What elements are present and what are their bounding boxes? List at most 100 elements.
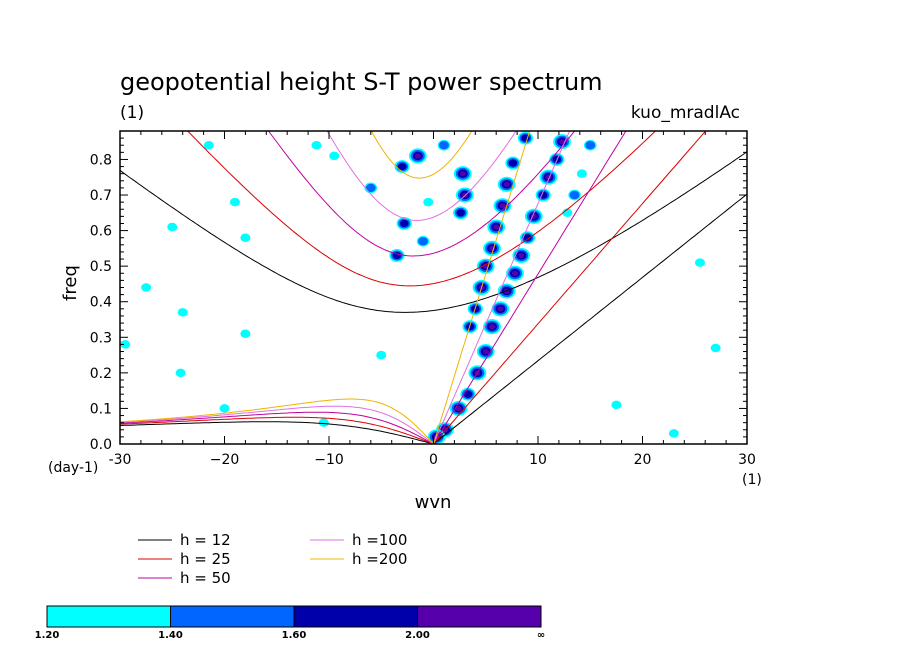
spectral-peak [569, 190, 580, 200]
spectral-peak [497, 306, 504, 312]
spectral-peak [376, 350, 387, 360]
curve-rossby-h50 [120, 411, 434, 444]
spectral-peak [508, 159, 518, 167]
spectral-peak [488, 324, 496, 330]
x-tick-label: -30 [109, 452, 132, 468]
spectral-peak [175, 368, 186, 378]
spectral-peak [576, 169, 587, 178]
spectral-peak [318, 418, 329, 427]
curve-rossby-h25 [120, 416, 434, 444]
spectral-peak [499, 203, 506, 209]
spectral-peak [397, 162, 407, 171]
spectral-peak [423, 197, 434, 207]
spectral-peak [365, 183, 376, 193]
spectral-peak [418, 237, 428, 246]
colorbar-label: 1.20 [35, 630, 60, 641]
x-axis-unit: (1) [742, 472, 762, 488]
x-tick-label: 20 [634, 452, 652, 468]
spectral-peak [229, 197, 240, 207]
legend-label: h =100 [352, 531, 407, 549]
spectral-peak [399, 219, 409, 228]
x-tick-label: 0 [429, 452, 438, 468]
curve-inertio-gravity-h25 [186, 131, 657, 287]
curve-inertio-gravity-h100 [326, 131, 517, 221]
legend-label: h = 25 [180, 550, 231, 568]
spectral-peak [562, 208, 573, 218]
y-tick-label: 0.8 [90, 152, 112, 168]
spectral-peak [493, 224, 500, 230]
spectral-peak [455, 405, 462, 412]
curve-inertio-gravity-h12 [120, 151, 747, 313]
spectral-peak [456, 209, 465, 217]
spectral-peak [414, 153, 421, 159]
chart-subtitle-right: kuo_mradlAc [631, 103, 740, 123]
spectral-peak [694, 258, 705, 267]
spectral-peak [518, 252, 525, 259]
y-tick-label: 0.0 [90, 437, 112, 453]
y-tick-label: 0.3 [90, 330, 112, 346]
curve-kelvin-h25 [433, 131, 707, 444]
spectral-peak [240, 329, 251, 338]
spectral-peak [167, 222, 178, 232]
spectral-peak [240, 233, 251, 242]
spectral-peak [482, 348, 489, 355]
spectral-peak [463, 390, 473, 398]
curve-rossby-h200 [120, 398, 434, 444]
spectral-peak [311, 140, 322, 150]
curve-inertio-gravity-h200 [370, 131, 473, 179]
spectral-peak [668, 429, 679, 438]
spectral-peak [459, 171, 466, 177]
spectral-peak [503, 181, 510, 187]
y-tick-label: 0.6 [90, 224, 112, 240]
curve-inertio-gravity-h50 [267, 131, 576, 257]
curve-kelvin-h200 [433, 131, 531, 444]
spectral-peak [219, 404, 230, 413]
y-axis-unit: (day-1) [48, 460, 98, 476]
y-tick-label: 0.1 [90, 401, 112, 417]
axis-ticks: -30 −20 −10 0 10 20 30 0.0 0.1 0.2 0.3 0.4 0.5 0.6 0.7… [90, 131, 756, 468]
curve-rossby-h12 [120, 421, 434, 444]
y-tick-label: 0.7 [90, 188, 112, 204]
spectral-peak [611, 400, 622, 410]
spectral-peak [203, 140, 214, 150]
curve-rossby-h100 [120, 405, 434, 444]
x-tick-label: −20 [210, 452, 240, 468]
spectral-peak [511, 270, 519, 276]
x-tick-label: 10 [529, 452, 547, 468]
y-axis-label: freq [60, 265, 81, 301]
colorbar-segment [417, 605, 542, 628]
curve-kelvin-h12 [433, 193, 747, 444]
colorbar-segment [293, 605, 418, 628]
spectral-peak [559, 139, 566, 145]
spectral-peak [329, 151, 340, 161]
y-tick-label: 0.5 [90, 259, 112, 275]
spectral-peak [585, 141, 596, 150]
curve-kelvin-h50 [433, 131, 627, 444]
spectral-peak [439, 141, 449, 150]
colorbar-label: 1.40 [158, 630, 183, 641]
legend-label: h = 12 [180, 531, 231, 549]
spectral-peak [177, 308, 188, 317]
colorbar-label: 1.60 [282, 630, 307, 641]
y-tick-label: 0.2 [90, 366, 112, 382]
spectral-peak [523, 234, 532, 242]
colorbar-segment [170, 605, 295, 628]
curve-kelvin-h100 [433, 131, 571, 444]
x-axis-label: wvn [415, 492, 452, 513]
y-tick-label: 0.4 [90, 295, 112, 311]
colorbar-label: 2.00 [405, 630, 430, 641]
legend-label: h =200 [352, 550, 407, 568]
colorbar: 1.20 1.40 1.60 2.00 ∞ [35, 605, 545, 641]
dispersion-curves [120, 131, 747, 444]
plot-frame [119, 130, 748, 445]
spectral-peak [120, 340, 131, 349]
spectral-peak [141, 283, 152, 292]
x-tick-label: 30 [738, 452, 756, 468]
chart-subtitle-left: (1) [120, 103, 144, 123]
legend-label: h = 50 [180, 569, 231, 587]
spectral-peak [710, 343, 721, 353]
chart-title: geopotential height S-T power spectrum [120, 68, 603, 96]
x-tick-label: −10 [314, 452, 344, 468]
